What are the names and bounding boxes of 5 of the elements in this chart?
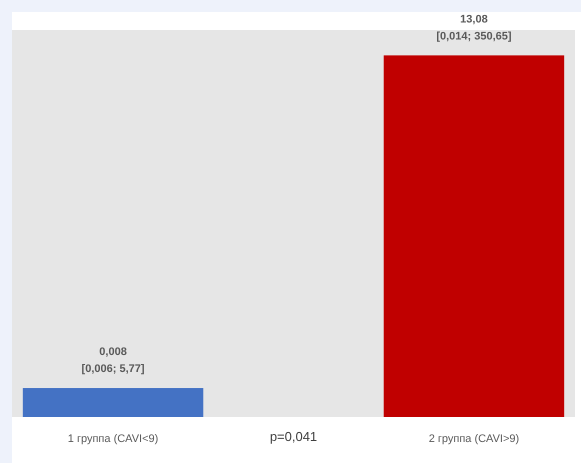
data-label: 0,008 [0,006; 5,77] bbox=[82, 346, 145, 376]
text: p=0,041 bbox=[270, 429, 318, 444]
x-tick-label: 1 группа (CAVI<9) bbox=[68, 433, 158, 445]
x-tick-label: 2 группа (CAVI>9) bbox=[428, 433, 520, 445]
data-label: 13,08 [0,014; 350,65] bbox=[436, 13, 512, 42]
